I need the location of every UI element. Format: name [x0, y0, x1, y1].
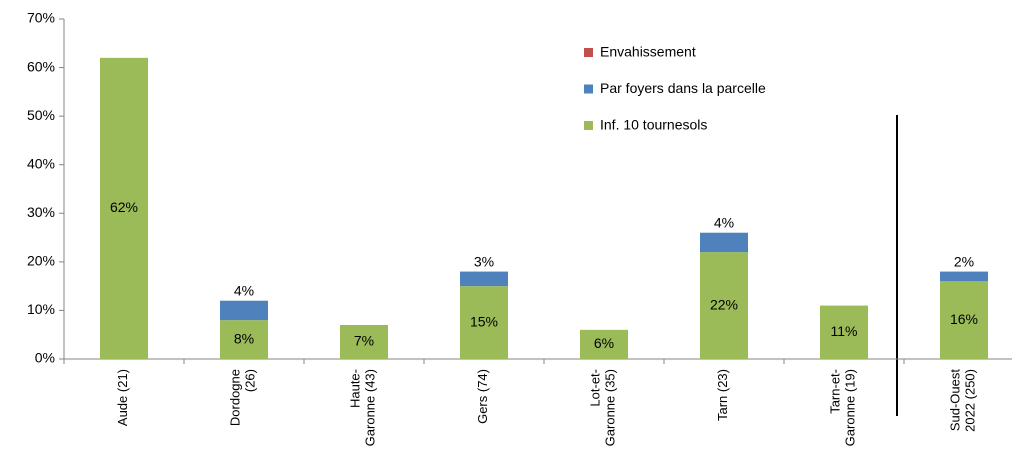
- y-tick-label: 70%: [27, 10, 55, 26]
- bar-segment: [460, 286, 508, 359]
- x-tick-label: Gers (74): [475, 369, 490, 424]
- bar-segment: [700, 252, 748, 359]
- data-label: 22%: [710, 296, 738, 312]
- bar-segment: [700, 232, 748, 253]
- bar-segment: [580, 329, 628, 359]
- legend-swatch: [584, 48, 593, 57]
- data-label: 62%: [110, 199, 138, 215]
- legend-label: Envahissement: [600, 44, 696, 60]
- legend-swatch: [584, 121, 593, 130]
- y-tick-label: 10%: [27, 301, 55, 317]
- bar-segment: [220, 300, 268, 321]
- x-tick-label: Lot-et-Garonne (35): [588, 369, 618, 446]
- y-tick-label: 60%: [27, 58, 55, 74]
- data-label: 4%: [234, 282, 254, 298]
- x-tick-label: Sud-Ouest2022 (250): [948, 369, 978, 432]
- y-tick-label: 0%: [35, 350, 55, 366]
- y-tick-label: 20%: [27, 253, 55, 269]
- x-tick-label: Tarn (23): [715, 369, 730, 421]
- data-label: 3%: [474, 253, 494, 269]
- data-label: 11%: [831, 323, 858, 339]
- legend-swatch: [584, 84, 593, 94]
- y-tick-label: 50%: [27, 107, 55, 123]
- data-label: 8%: [234, 330, 254, 346]
- x-tick-label: Aude (21): [115, 369, 130, 426]
- y-tick-label: 40%: [27, 155, 55, 171]
- data-label: 16%: [950, 311, 978, 327]
- x-tick-label: Haute-Garonne (43): [348, 369, 378, 446]
- data-label: 2%: [954, 253, 974, 269]
- bar-segment: [340, 325, 388, 359]
- x-tick-label: Dordogne(26): [228, 369, 258, 426]
- data-label: 6%: [594, 335, 614, 351]
- bar-segment: [460, 271, 508, 287]
- legend-label: Par foyers dans la parcelle: [600, 80, 766, 96]
- bar-segment: [940, 281, 988, 359]
- bar-segment: [100, 57, 148, 359]
- bar-segment: [220, 320, 268, 359]
- bar-segment: [940, 271, 988, 282]
- legend-label: Inf. 10 tournesols: [600, 117, 707, 133]
- bar-segment: [820, 305, 868, 359]
- data-label: 4%: [714, 214, 734, 230]
- y-tick-label: 30%: [27, 204, 55, 220]
- x-tick-label: Tarn-et-Garonne (19): [828, 369, 858, 446]
- data-label: 15%: [470, 313, 498, 329]
- data-label: 7%: [354, 333, 374, 349]
